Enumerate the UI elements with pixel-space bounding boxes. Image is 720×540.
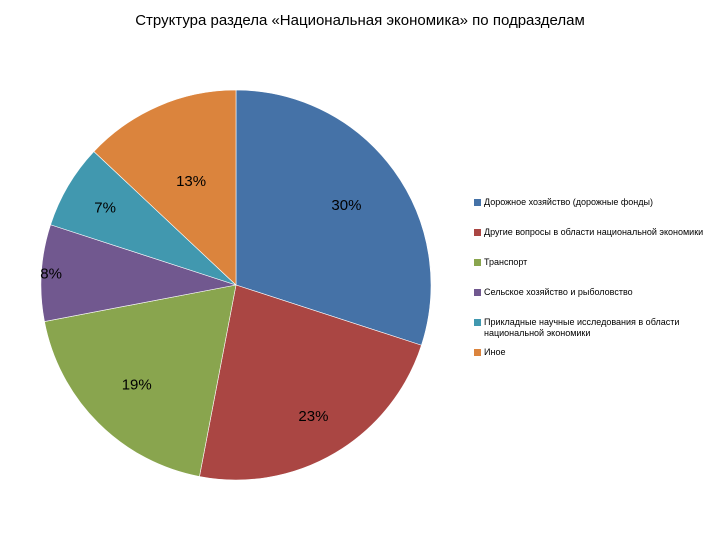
- pie-slices: [40, 89, 432, 481]
- legend-swatch: [474, 349, 481, 356]
- legend-swatch: [474, 229, 481, 236]
- legend-item: Другие вопросы в области национальной эк…: [474, 227, 714, 238]
- chart-title: Структура раздела «Национальная экономик…: [135, 12, 585, 29]
- legend-label: Транспорт: [484, 257, 528, 267]
- pie-slice: [44, 284, 237, 477]
- slice-percent-label: 8%: [40, 265, 62, 282]
- pie-slice: [199, 284, 422, 481]
- legend-label: Сельское хозяйство и рыболовство: [484, 287, 633, 297]
- legend-label: Дорожное хозяйство (дорожные фонды): [484, 197, 653, 207]
- slice-percent-label: 7%: [94, 200, 116, 217]
- legend-item: Транспорт: [474, 257, 714, 268]
- pie-slice: [235, 89, 432, 346]
- legend-swatch: [474, 199, 481, 206]
- legend-item: Прикладные научные исследования в област…: [474, 317, 714, 339]
- pie-slice: [93, 89, 237, 286]
- pie-slice: [40, 224, 237, 322]
- legend-label: Иное: [484, 347, 506, 357]
- slice-percent-label: 30%: [331, 197, 361, 214]
- legend-label: Другие вопросы в области национальной эк…: [484, 227, 704, 237]
- slice-percent-label: 19%: [122, 376, 152, 393]
- legend-label: Прикладные научные исследования в област…: [484, 317, 680, 338]
- legend-item: Иное: [474, 347, 714, 358]
- legend-swatch: [474, 289, 481, 296]
- legend-item: Дорожное хозяйство (дорожные фонды): [474, 197, 714, 208]
- pie-labels: 30% 23% 19% 8% 7% 13%: [40, 173, 361, 425]
- legend-item: Сельское хозяйство и рыболовство: [474, 287, 714, 298]
- legend-swatch: [474, 259, 481, 266]
- slice-percent-label: 13%: [176, 173, 206, 190]
- slice-percent-label: 23%: [298, 408, 328, 425]
- legend-swatch: [474, 319, 481, 326]
